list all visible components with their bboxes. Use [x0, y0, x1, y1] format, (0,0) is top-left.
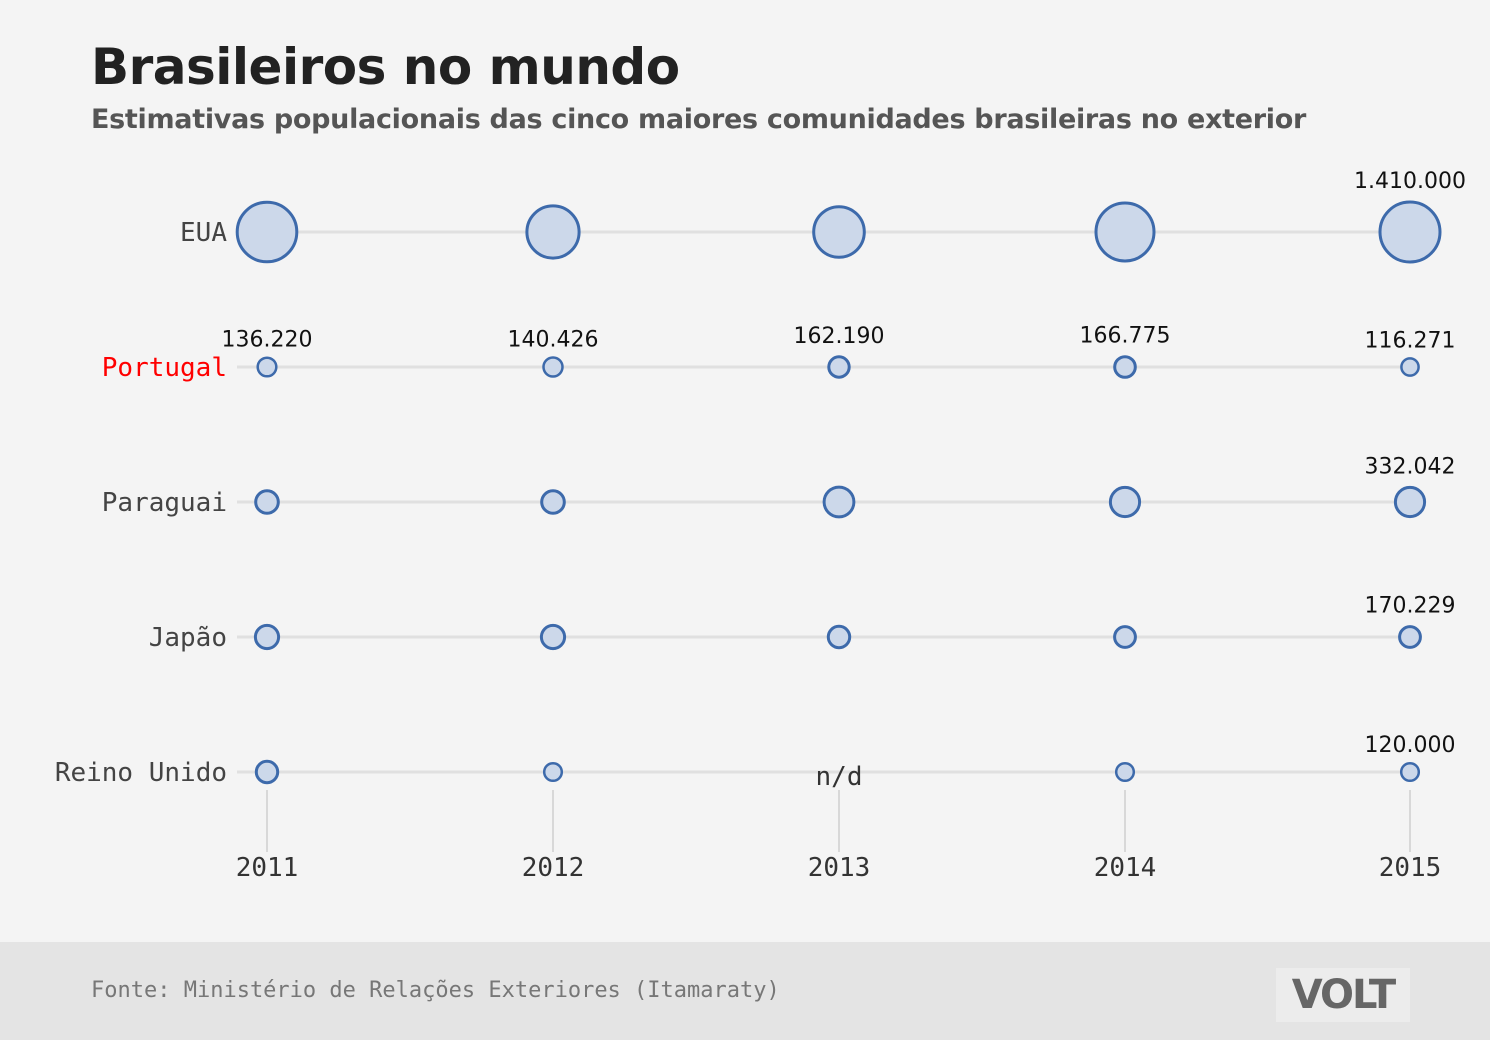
bubble-portugal-2013 — [827, 355, 851, 379]
x-tick-label-2014: 2014 — [1094, 853, 1157, 883]
value-labels: 1.410.000 136.220 140.426 162.190 166.775 116… — [222, 169, 1466, 792]
bubble-reino-unido-2011 — [254, 759, 280, 785]
bubble-jap-o-2011 — [253, 623, 281, 651]
value-label-jap-o-2015: 170.229 — [1365, 594, 1456, 619]
bubble-portugal-2014 — [1113, 355, 1137, 379]
bubble-jap-o-2012 — [539, 623, 567, 651]
bubble-reino-unido-2014 — [1114, 761, 1136, 783]
row-label-eua: EUA — [180, 218, 227, 248]
bubble-paraguai-2012 — [540, 489, 566, 515]
bubble-reino-unido-2012 — [542, 761, 564, 783]
na-label-reino-unido-2013: n/d — [816, 762, 863, 792]
chart-subtitle: Estimativas populacionais das cinco maio… — [91, 104, 1306, 135]
x-tick-label-2012: 2012 — [522, 853, 585, 883]
bubble-eua-2012 — [525, 204, 581, 260]
row-label-paraguai: Paraguai — [102, 488, 227, 518]
row-label-reino-unido: Reino Unido — [55, 758, 227, 788]
value-label-portugal-2013: 162.190 — [794, 324, 885, 349]
bubble-paraguai-2015 — [1393, 485, 1427, 519]
bubble-jap-o-2015 — [1398, 625, 1422, 649]
x-tick-label-2013: 2013 — [808, 853, 871, 883]
bubble-portugal-2015 — [1400, 357, 1420, 377]
source-note: Fonte: Ministério de Relações Exteriores… — [91, 978, 780, 1003]
value-label-eua-2015: 1.410.000 — [1354, 169, 1466, 194]
x-tick-label-2011: 2011 — [236, 853, 299, 883]
value-label-reino-unido-2015: 120.000 — [1365, 733, 1456, 758]
value-label-portugal-2014: 166.775 — [1080, 324, 1171, 349]
value-label-paraguai-2015: 332.042 — [1365, 454, 1456, 479]
bubble-paraguai-2011 — [254, 489, 280, 515]
bubble-portugal-2011 — [256, 356, 278, 378]
bubble-eua-2015 — [1378, 200, 1442, 264]
row-labels: EUA Portugal Paraguai Japão Reino Unido — [55, 218, 228, 788]
volt-logo: VOLT — [1276, 968, 1410, 1022]
bubble-jap-o-2014 — [1113, 625, 1137, 649]
bubble-eua-2013 — [812, 205, 866, 259]
x-axis: 2011 2012 2013 2014 2015 — [236, 790, 1442, 883]
bubble-reino-unido-2015 — [1399, 761, 1421, 783]
footer: Fonte: Ministério de Relações Exteriores… — [0, 942, 1490, 1040]
bubble-paraguai-2013 — [822, 485, 856, 519]
x-tick-label-2015: 2015 — [1379, 853, 1442, 883]
bubble-paraguai-2014 — [1108, 485, 1142, 519]
bubble-chart: EUA Portugal Paraguai Japão Reino Unido 1.41… — [55, 169, 1466, 883]
bubble-jap-o-2013 — [826, 624, 852, 650]
bubble-eua-2011 — [235, 200, 299, 264]
bubbles — [235, 200, 1442, 785]
bubble-eua-2014 — [1094, 201, 1156, 263]
value-label-portugal-2012: 140.426 — [508, 328, 599, 353]
row-label-portugal: Portugal — [102, 353, 227, 383]
chart-title: Brasileiros no mundo — [91, 38, 680, 96]
row-label-jap-o: Japão — [149, 623, 227, 653]
bubble-portugal-2012 — [542, 356, 564, 378]
value-label-portugal-2015: 116.271 — [1365, 328, 1456, 353]
value-label-portugal-2011: 136.220 — [222, 328, 313, 353]
